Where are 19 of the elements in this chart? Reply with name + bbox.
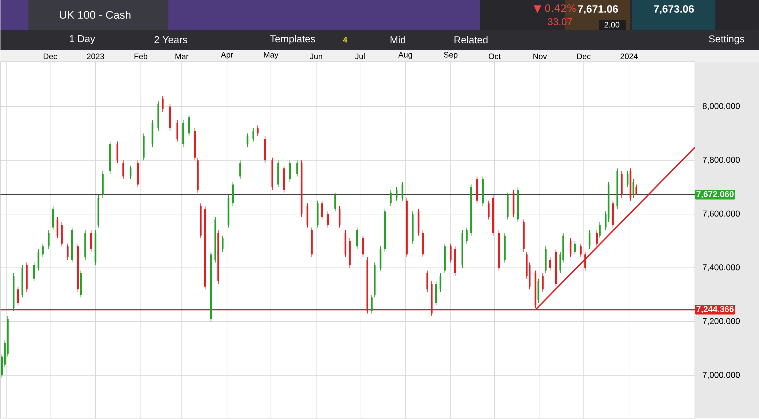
ref-line-label: 7,244.366	[696, 306, 734, 314]
chart-title: UK 100 - Cash	[60, 10, 131, 20]
text: 7,673.06	[654, 6, 694, 15]
y-tick-label: 7,200.000	[703, 318, 740, 326]
y-tick-label: 7,800.000	[703, 157, 740, 164]
y-tick-label: 8,000.000	[702, 103, 740, 110]
text: 1 Day	[70, 36, 96, 44]
ref-line-label: 7,672.060	[696, 191, 734, 199]
y-tick-label: 7,600.000	[703, 210, 740, 218]
text: 33.07	[548, 18, 572, 26]
text: Templates	[270, 35, 316, 45]
text: 2 Years	[154, 36, 188, 44]
text: 7,671.06	[578, 6, 618, 15]
y-tick-label: 7,000.000	[703, 372, 740, 380]
text: Mid	[390, 36, 406, 44]
text: ▼ 0.42%	[534, 4, 576, 14]
text: Related	[454, 36, 488, 44]
y-tick-label: 7,400.000	[703, 264, 740, 272]
text: Settings	[709, 35, 744, 45]
